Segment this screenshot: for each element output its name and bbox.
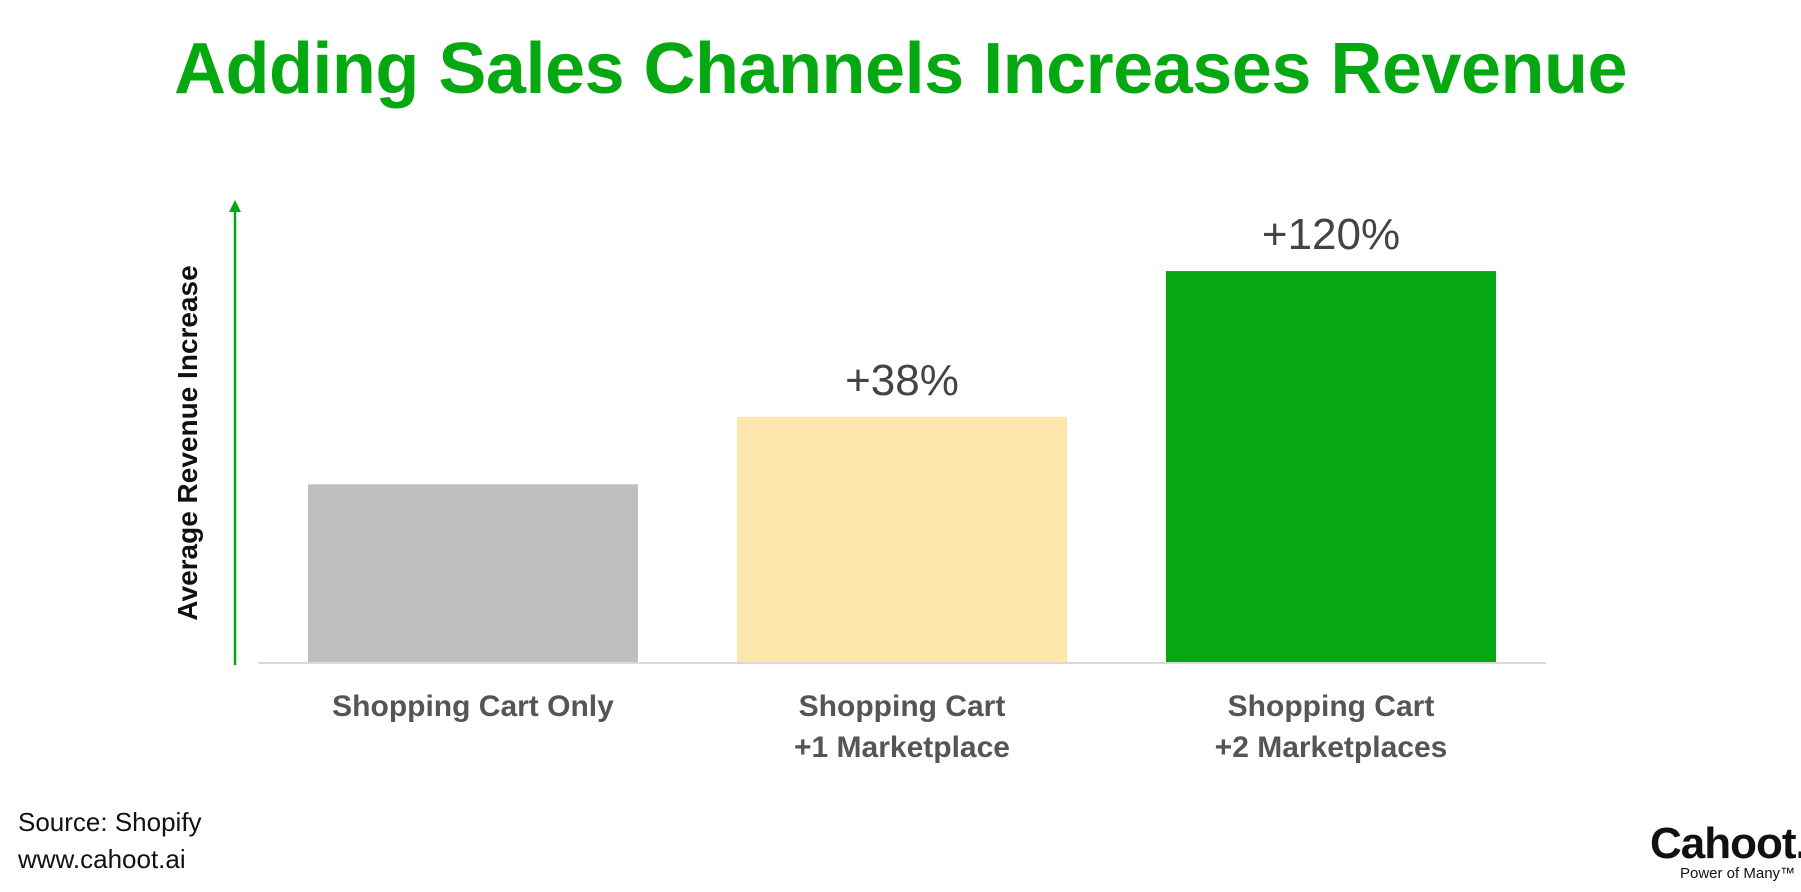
y-axis-arrow (229, 200, 241, 212)
bar-3 (1166, 271, 1496, 662)
chart-axes: Average Revenue Increase (172, 200, 1546, 665)
value-label-3: +120% (1262, 210, 1400, 259)
category-label-2-line-2: +1 Marketplace (794, 731, 1010, 764)
website-link[interactable]: www.cahoot.ai (18, 844, 186, 874)
value-label-2: +38% (845, 356, 959, 405)
chart-bars (308, 271, 1496, 662)
category-label-3-line-2: +2 Marketplaces (1215, 731, 1448, 764)
category-label-1-line-1: Shopping Cart Only (332, 690, 614, 723)
bar-1 (308, 484, 638, 662)
cahoot-logo: Cahoot. Power of Many™ (1650, 819, 1801, 882)
y-axis-label: Average Revenue Increase (172, 265, 203, 620)
source-note: Source: Shopify www.cahoot.ai (18, 804, 202, 878)
chart-labels: Shopping Cart Only +38% Shopping Cart +1 Ma… (332, 210, 1447, 764)
logo-tagline: Power of Many™ (1680, 865, 1796, 882)
source-text: Source: Shopify (18, 807, 202, 837)
page-title: Adding Sales Channels Increases Revenue (173, 29, 1628, 109)
bar-2 (737, 416, 1067, 662)
category-label-3-line-1: Shopping Cart (1228, 690, 1435, 723)
category-label-2-line-1: Shopping Cart (799, 690, 1006, 723)
logo-name: Cahoot. (1650, 819, 1801, 868)
